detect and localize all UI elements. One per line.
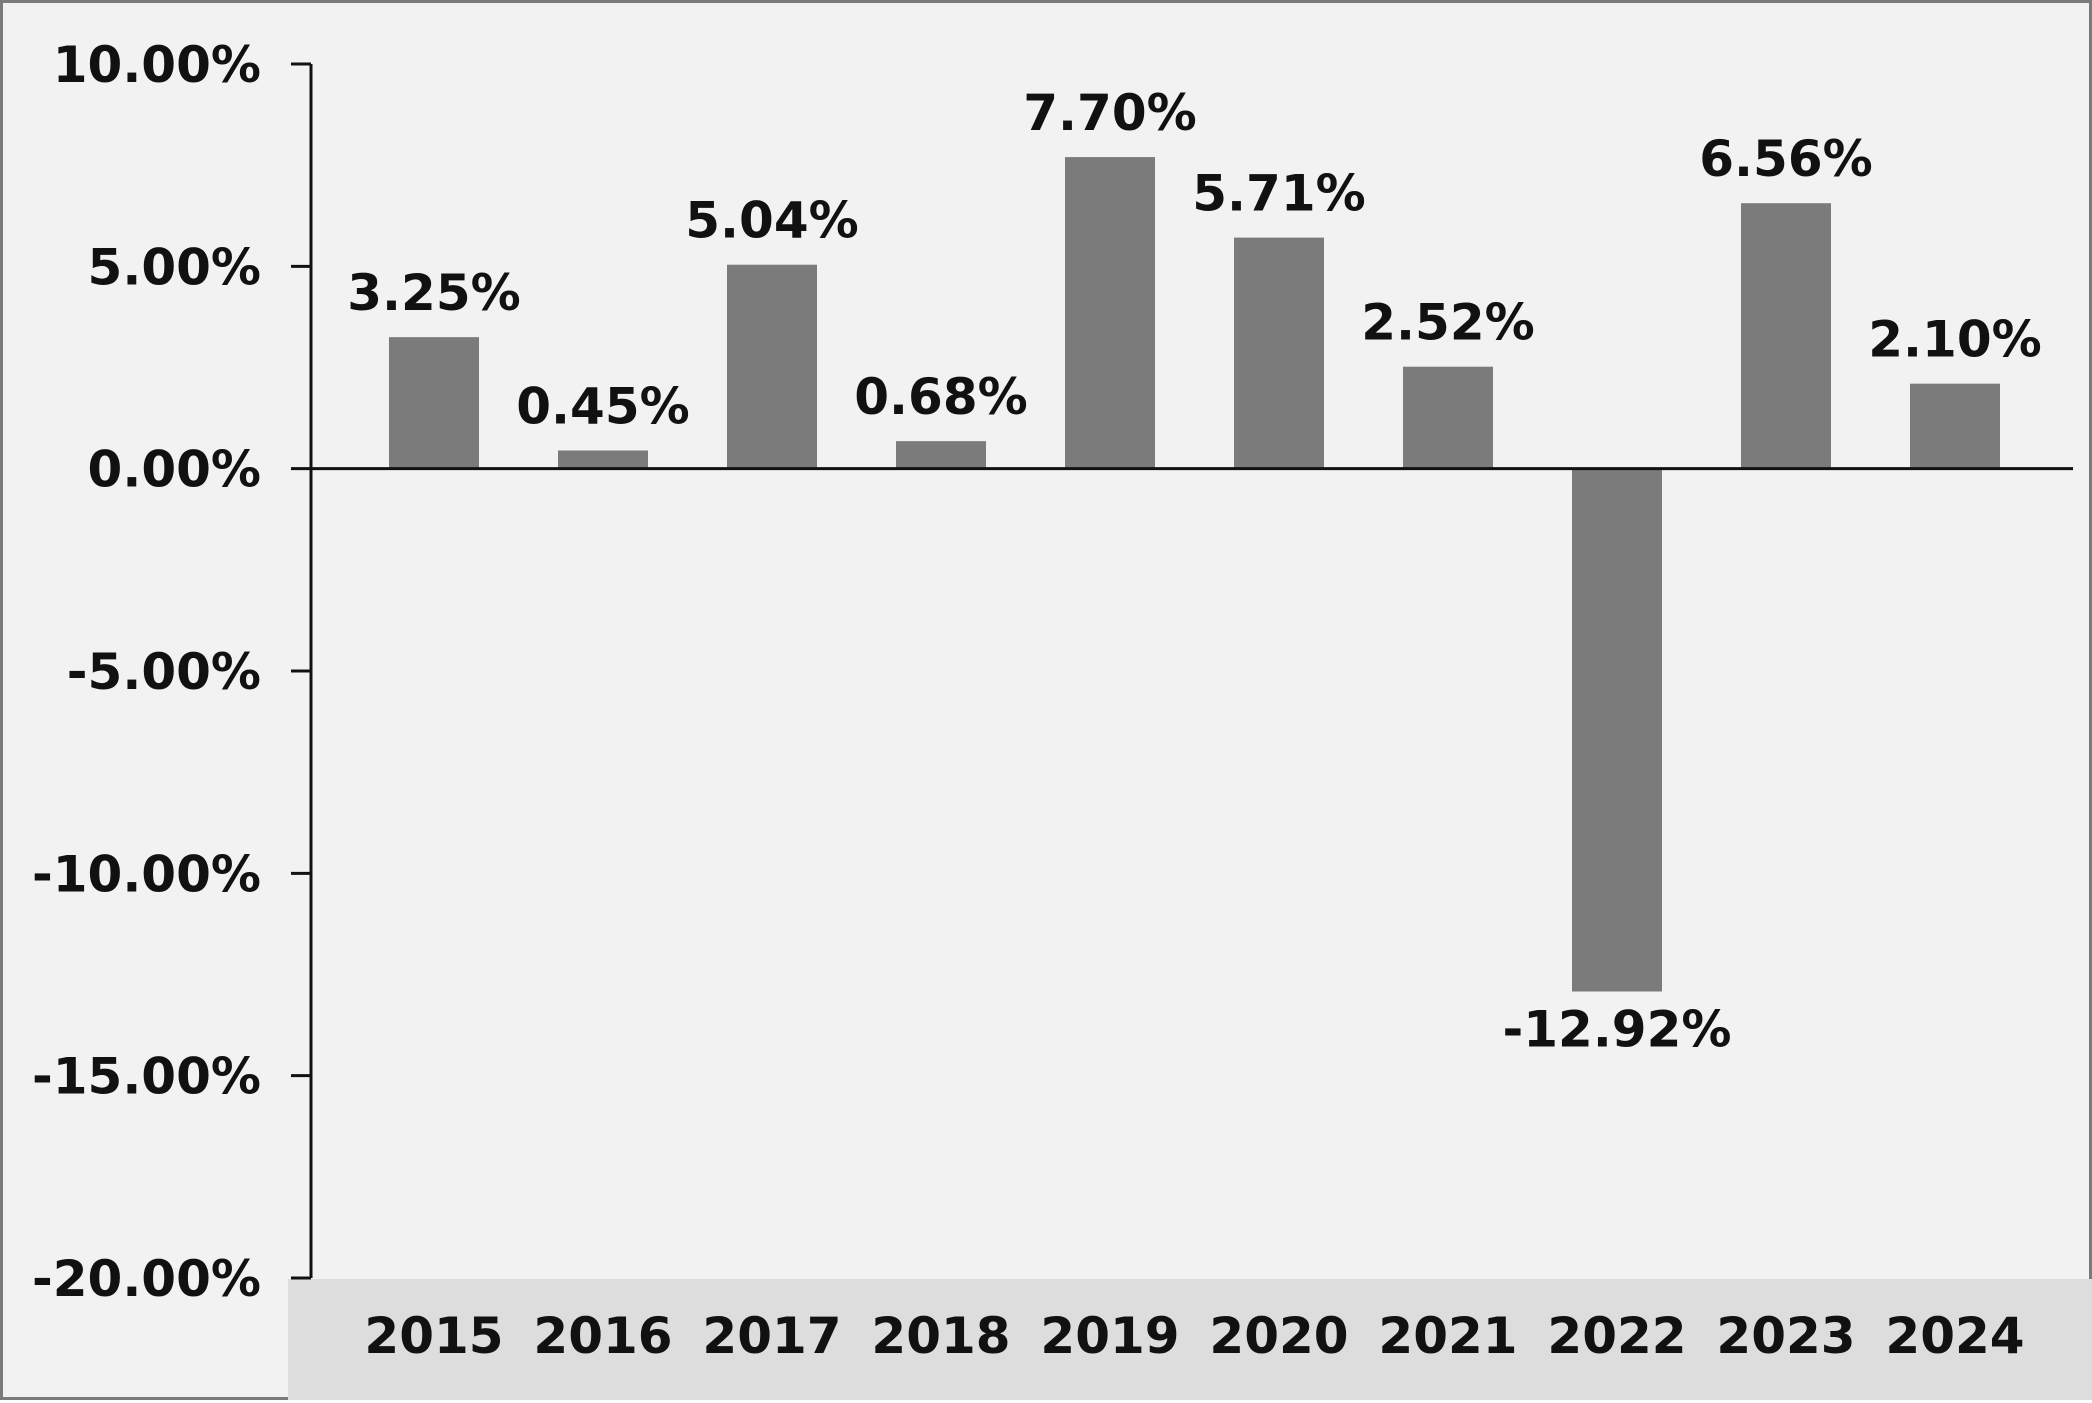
- value-label-2022: -12.92%: [1502, 1000, 1731, 1058]
- bar-2018: [896, 441, 986, 469]
- x-axis-labels: 2015 2016 2017 2018 2019 2020 2021 2022 2023 2024: [364, 1307, 2024, 1365]
- bar-2023: [1741, 203, 1831, 469]
- bar-2021: [1403, 366, 1493, 469]
- y-tick-label: -20.00%: [32, 1250, 261, 1308]
- x-category-label: 2017: [702, 1307, 841, 1365]
- x-category-label: 2023: [1716, 1307, 1855, 1365]
- value-label-2024: 2.10%: [1868, 311, 2041, 369]
- value-label-2023: 6.56%: [1699, 130, 1872, 188]
- value-label-2015: 3.25%: [347, 264, 520, 322]
- x-category-label: 2015: [364, 1307, 503, 1365]
- y-tick-label: -15.00%: [32, 1048, 261, 1106]
- y-tick-label: -10.00%: [32, 845, 261, 903]
- bar-2022: [1572, 468, 1662, 992]
- y-axis: 10.00% 5.00% 0.00% -5.00% -10.00% -15.00% -20.…: [32, 36, 313, 1308]
- y-tick-label: 10.00%: [53, 36, 261, 94]
- bars: [389, 157, 2000, 992]
- value-labels: 3.25% 0.45% 5.04% 0.68% 7.70% 5.71% 2.52% -12.9…: [347, 84, 2041, 1058]
- x-category-label: 2022: [1547, 1307, 1686, 1365]
- bar-2020: [1234, 237, 1324, 469]
- bar-2019: [1065, 157, 1155, 469]
- value-label-2016: 0.45%: [516, 377, 689, 435]
- y-tick-label: -5.00%: [67, 643, 261, 701]
- value-label-2021: 2.52%: [1361, 294, 1534, 352]
- value-label-2018: 0.68%: [854, 368, 1027, 426]
- y-tick-label: 0.00%: [88, 441, 261, 499]
- value-label-2019: 7.70%: [1023, 84, 1196, 142]
- bar-2015: [389, 337, 479, 469]
- x-category-label: 2021: [1378, 1307, 1517, 1365]
- bar-chart: 10.00% 5.00% 0.00% -5.00% -10.00% -15.00% -20.…: [32, 36, 2092, 1400]
- x-category-label: 2016: [533, 1307, 672, 1365]
- x-category-label: 2020: [1209, 1307, 1348, 1365]
- x-category-label: 2019: [1040, 1307, 1179, 1365]
- category-band: [288, 1279, 2092, 1400]
- y-tick-label: 5.00%: [88, 238, 261, 296]
- bar-2016: [558, 450, 648, 469]
- bar-2017: [727, 264, 817, 469]
- x-category-label: 2018: [871, 1307, 1010, 1365]
- x-category-label: 2024: [1885, 1307, 2024, 1365]
- value-label-2020: 5.71%: [1192, 165, 1365, 223]
- bar-2024: [1910, 383, 2000, 469]
- value-label-2017: 5.04%: [685, 192, 858, 250]
